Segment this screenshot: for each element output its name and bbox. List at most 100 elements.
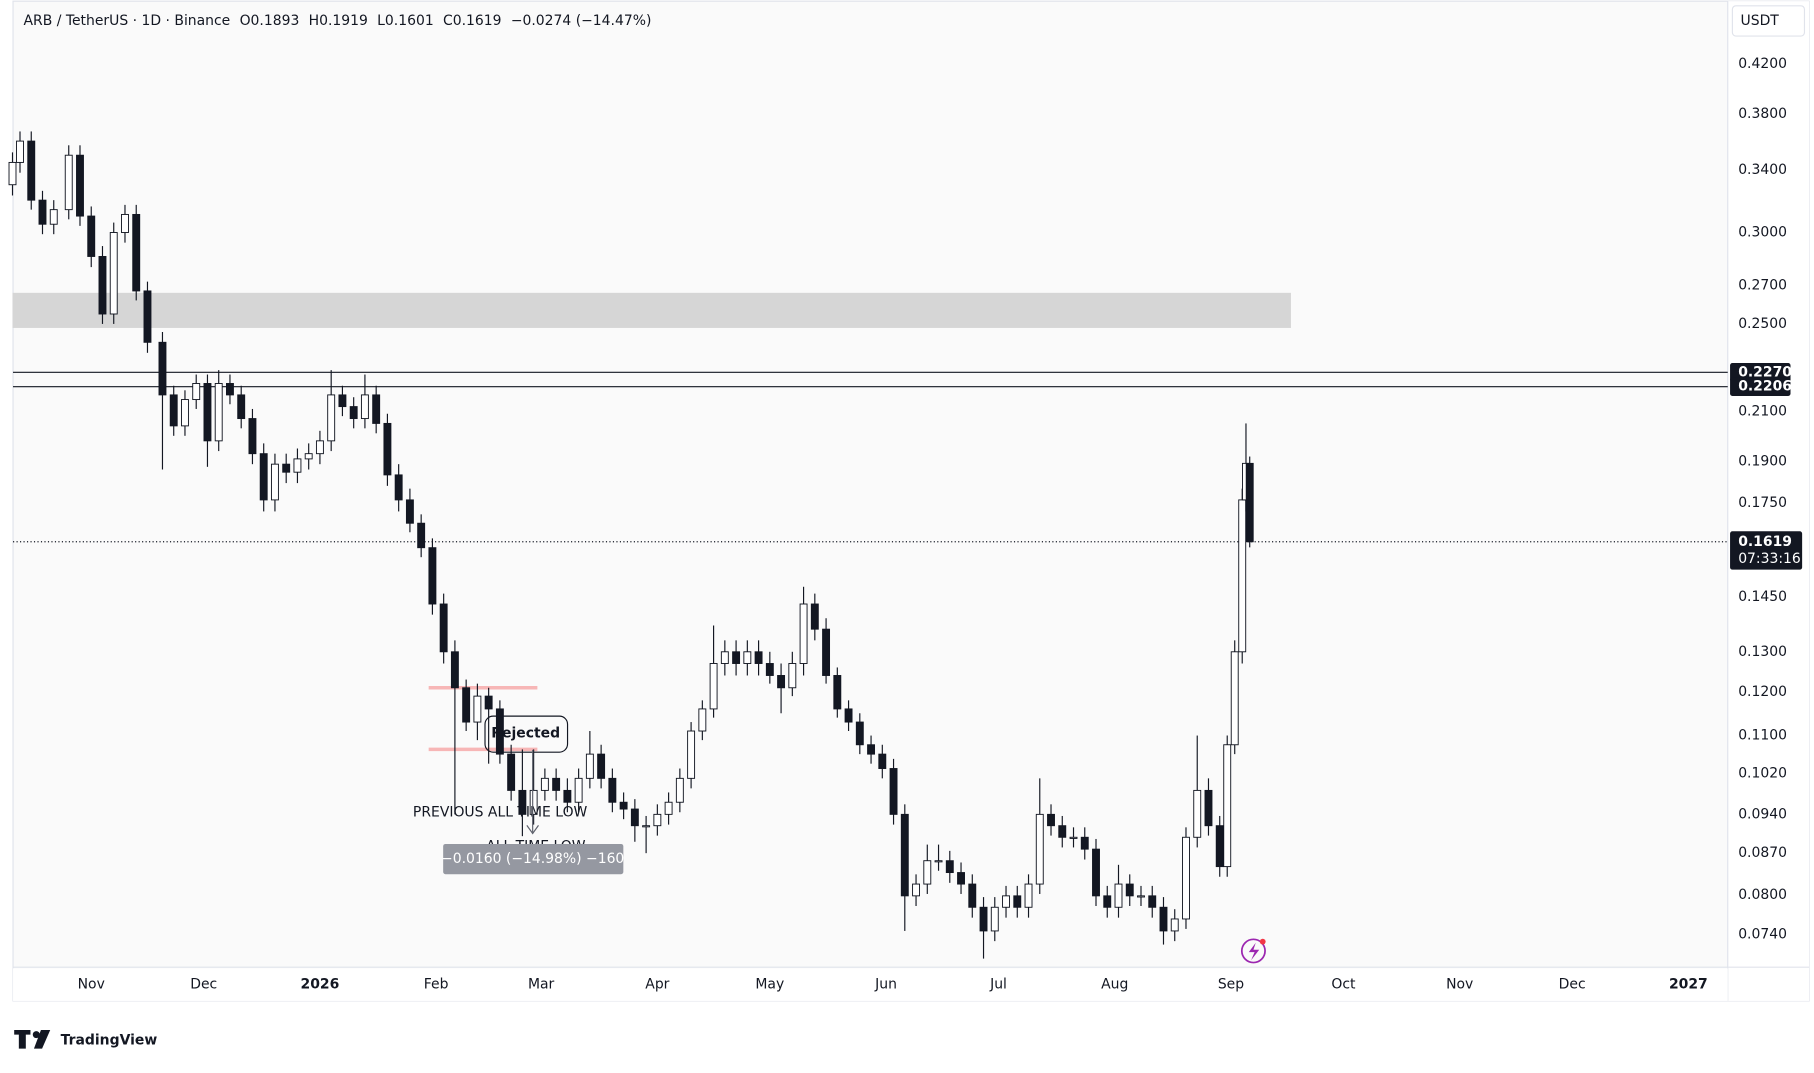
y-tick-label: 0.1020	[1738, 765, 1787, 781]
x-tick-label: Aug	[1101, 977, 1128, 993]
candle-body	[405, 499, 414, 524]
previous-atl-label: PREVIOUS ALL TIME LOW	[413, 805, 588, 821]
candle-body	[720, 651, 729, 664]
candle-body	[214, 383, 223, 442]
candle-body	[788, 663, 797, 689]
candle-body	[360, 394, 369, 420]
brand-name: TradingView	[61, 1032, 158, 1048]
level-tag	[1730, 377, 1791, 396]
x-tick-label: May	[755, 977, 784, 993]
plot: 0.4200 0.3800 0.3400 0.3000 0.2700 0.2500 0.21…	[8, 56, 1803, 993]
y-tick-label: 0.1200	[1738, 684, 1787, 700]
candle-body	[945, 860, 954, 874]
candle-body	[1193, 789, 1202, 838]
candle-body	[777, 675, 786, 689]
candle-body	[867, 744, 876, 755]
y-tick-label: 0.1100	[1738, 728, 1787, 744]
candle-body	[27, 140, 36, 201]
candle-body	[1080, 836, 1089, 850]
y-tick-label: 0.3000	[1738, 225, 1787, 241]
candle-body	[968, 883, 977, 908]
candle-body	[76, 154, 84, 217]
candle-body	[1238, 499, 1247, 653]
x-tick-label: Jun	[874, 977, 897, 993]
candle-body	[450, 651, 459, 689]
candle-body	[540, 777, 549, 791]
y-tick-label: 0.0800	[1738, 887, 1787, 903]
y-tick-label: 0.1750	[1738, 495, 1787, 511]
brand: TradingView	[14, 1029, 158, 1049]
candle-body	[304, 453, 313, 460]
candle-body	[315, 440, 324, 455]
candle-body	[687, 730, 696, 779]
candle-body	[1159, 906, 1168, 932]
candle-body	[990, 906, 999, 932]
header-close: C0.1619	[443, 13, 502, 29]
header: ARB / TetherUS · 1D · Binance O0.1893 H0.1…	[23, 13, 651, 29]
y-tick-label: 0.2700	[1738, 277, 1787, 293]
chart-frame	[12, 0, 1810, 1002]
candle-body	[1230, 651, 1239, 746]
alert-bolt	[1248, 942, 1260, 961]
candle-body	[529, 789, 538, 815]
candle-body	[226, 383, 234, 396]
candle-body	[98, 256, 107, 315]
candle-body	[394, 474, 403, 501]
candle-body	[203, 383, 212, 442]
x-tick-label: Apr	[645, 977, 669, 993]
candle-body	[1035, 813, 1044, 885]
candle-body	[417, 522, 426, 549]
candle-body	[49, 209, 58, 225]
candle-body	[799, 603, 808, 664]
candle-body	[979, 906, 988, 932]
candle-body	[608, 777, 617, 803]
level-tag	[1730, 363, 1791, 382]
candle-body	[495, 708, 504, 755]
candle-body	[349, 406, 358, 420]
candle-body	[1058, 825, 1067, 838]
time-axis	[13, 968, 1728, 1001]
candle-body	[1069, 836, 1078, 839]
y-tick-label: 0.1900	[1738, 454, 1787, 470]
y-tick-label: 0.1300	[1738, 644, 1787, 660]
x-tick-label: 2026	[301, 977, 340, 993]
candle-body	[293, 458, 302, 473]
candle-body	[709, 663, 718, 710]
candle-body	[270, 463, 279, 501]
candle-body	[1024, 883, 1033, 908]
x-tick-label: Sep	[1218, 977, 1244, 993]
candle-body	[462, 687, 471, 723]
candle-body	[822, 628, 831, 676]
x-tick-label: Jul	[989, 977, 1007, 993]
candle-body	[912, 883, 920, 897]
candle-body	[132, 213, 141, 292]
candle-body	[844, 708, 853, 723]
candle-body	[1182, 836, 1190, 920]
candle-body	[1013, 895, 1022, 908]
candle-body	[327, 394, 336, 442]
candle-body	[597, 753, 606, 779]
price-tag-label: 0.1619	[1738, 534, 1792, 550]
y-tick-label: 0.3800	[1738, 106, 1787, 122]
candle-body	[64, 154, 73, 211]
candle-body	[833, 675, 842, 710]
price-tag	[1730, 531, 1803, 570]
alert-icon[interactable]	[1240, 938, 1266, 964]
candle-body	[507, 753, 516, 791]
currency-button[interactable]	[1731, 5, 1806, 37]
candle-body	[383, 422, 392, 476]
candle-body	[1114, 883, 1123, 908]
candle-body	[1047, 813, 1055, 827]
candle-body	[630, 808, 639, 827]
candle-body	[439, 603, 448, 653]
header-high: H0.1919	[309, 13, 368, 29]
candle-body	[675, 777, 684, 803]
y-tick-label: 0.0870	[1738, 845, 1787, 861]
y-tick-label: 0.3400	[1738, 162, 1787, 178]
candle-body	[1223, 744, 1232, 868]
candle-body	[16, 140, 24, 163]
candle-body	[87, 215, 96, 257]
measure-box	[443, 843, 624, 875]
candle-body	[1204, 789, 1213, 827]
